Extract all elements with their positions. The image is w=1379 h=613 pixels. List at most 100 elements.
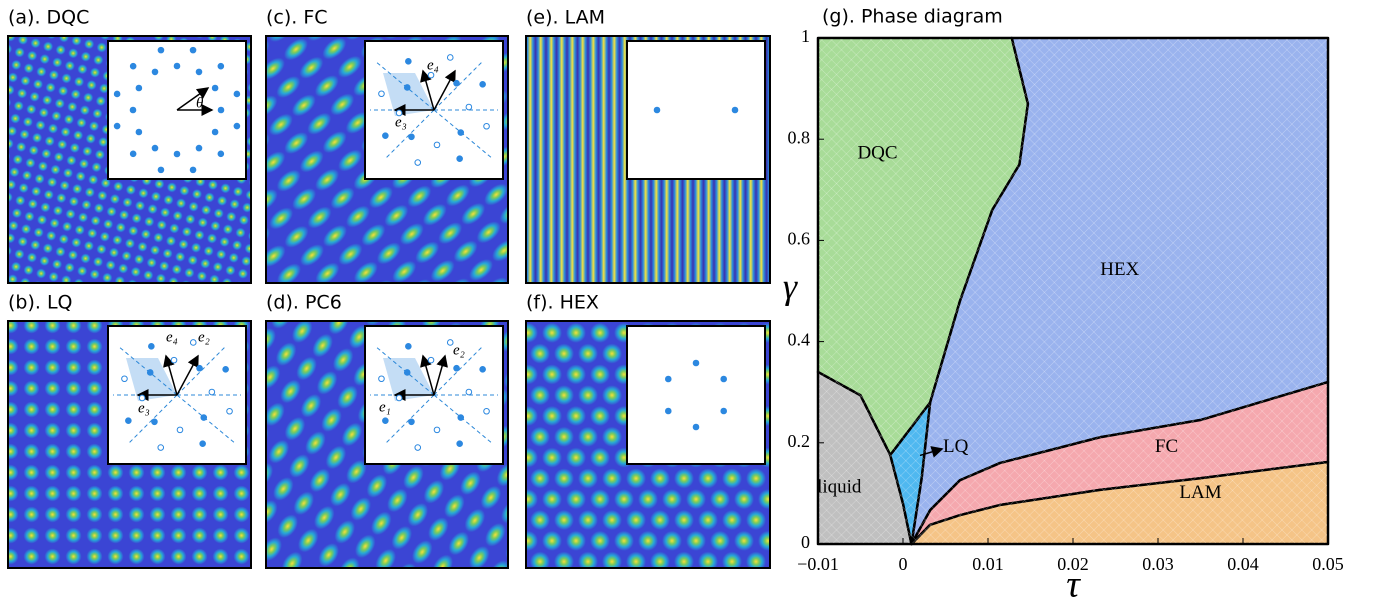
arrow bbox=[420, 354, 435, 396]
bragg-peak bbox=[129, 150, 137, 158]
bragg-peak bbox=[483, 407, 490, 415]
bragg-peak bbox=[453, 79, 460, 87]
bragg-peak bbox=[731, 106, 739, 114]
bragg-peak bbox=[157, 444, 165, 451]
panel-title: (a). DQC bbox=[8, 7, 89, 29]
bragg-peak bbox=[151, 144, 159, 152]
panel-title: (b). LQ bbox=[8, 292, 73, 314]
bragg-peak bbox=[378, 90, 385, 98]
bragg-peak bbox=[465, 388, 473, 396]
bragg-peak bbox=[378, 375, 385, 383]
bragg-peak bbox=[121, 375, 128, 383]
inset: e₄ e₂ e₃ bbox=[107, 325, 247, 465]
y-tick-label: 1 bbox=[801, 26, 810, 46]
dashed-line bbox=[176, 394, 237, 445]
inset-label: θ bbox=[196, 95, 204, 111]
inset-label: e₄ bbox=[166, 329, 178, 345]
bragg-peak bbox=[664, 375, 672, 383]
arrow bbox=[433, 69, 456, 111]
bragg-peak bbox=[113, 122, 121, 130]
bragg-peak bbox=[189, 339, 197, 346]
dashed-line bbox=[433, 60, 484, 111]
y-tick-label: 0.6 bbox=[788, 229, 811, 249]
x-tick-label: −0.01 bbox=[797, 554, 839, 574]
bragg-peak bbox=[233, 122, 241, 130]
y-tick-label: 0.8 bbox=[788, 127, 811, 147]
bragg-peak bbox=[483, 122, 490, 130]
dashed-line bbox=[433, 394, 494, 445]
region-label: liquid bbox=[817, 477, 862, 498]
bragg-peak bbox=[479, 81, 486, 88]
panel-title: (e). LAM bbox=[526, 7, 605, 29]
dashed-line bbox=[384, 394, 435, 445]
bragg-peak bbox=[403, 84, 411, 91]
bragg-peak bbox=[446, 54, 454, 61]
bragg-peak bbox=[453, 364, 460, 372]
dashed-line bbox=[374, 345, 435, 396]
chart-title: (g). Phase diagram bbox=[822, 6, 1003, 28]
bragg-peak bbox=[148, 343, 155, 350]
bragg-peak bbox=[189, 166, 197, 174]
inset bbox=[626, 40, 766, 180]
inset: θ bbox=[107, 40, 247, 180]
panel-title: (f). HEX bbox=[526, 292, 599, 314]
dashed-line bbox=[433, 109, 494, 160]
bragg-peak bbox=[233, 90, 241, 98]
bragg-peak bbox=[208, 388, 216, 396]
inset-label: e₃ bbox=[138, 400, 150, 416]
bragg-peak bbox=[720, 375, 728, 383]
dashed-line bbox=[117, 345, 178, 396]
region-label: FC bbox=[1155, 436, 1178, 457]
panel-title: (d). PC6 bbox=[266, 292, 342, 314]
bragg-peak bbox=[217, 106, 225, 114]
bragg-peak bbox=[222, 366, 229, 373]
bragg-peak bbox=[692, 423, 700, 431]
bragg-peak bbox=[664, 407, 672, 415]
bragg-peak bbox=[653, 106, 661, 114]
bragg-peak bbox=[195, 68, 203, 76]
dashed-line bbox=[433, 345, 484, 396]
bragg-peak bbox=[151, 68, 159, 76]
x-axis-label: τ bbox=[1066, 564, 1081, 606]
bragg-peak bbox=[427, 71, 435, 79]
bragg-peak bbox=[408, 133, 415, 141]
dashed-line bbox=[374, 60, 435, 111]
inset-label: e₂ bbox=[453, 342, 465, 358]
arrow bbox=[420, 69, 435, 111]
bragg-peak bbox=[692, 359, 700, 367]
bragg-peak bbox=[200, 414, 208, 421]
bragg-peak bbox=[457, 414, 465, 421]
bragg-peak bbox=[427, 356, 435, 364]
bragg-peak bbox=[479, 366, 486, 373]
bragg-peak bbox=[170, 356, 178, 364]
inset-frame bbox=[626, 325, 766, 465]
bragg-peak bbox=[157, 166, 165, 174]
x-tick-label: 0.02 bbox=[1057, 554, 1089, 574]
y-tick-label: 0.4 bbox=[788, 330, 811, 350]
bragg-peak bbox=[226, 407, 233, 415]
dashed-line bbox=[127, 394, 178, 445]
bragg-peak bbox=[151, 418, 158, 426]
bragg-peak bbox=[125, 417, 132, 424]
bragg-peak bbox=[217, 150, 225, 158]
bragg-peak bbox=[146, 369, 154, 376]
bragg-peak bbox=[465, 103, 473, 111]
arrow bbox=[433, 354, 448, 396]
bragg-peak bbox=[217, 62, 225, 70]
inset-label: e₄ bbox=[427, 57, 439, 73]
bragg-peak bbox=[414, 159, 422, 166]
arrow bbox=[176, 354, 199, 396]
bragg-peak bbox=[176, 426, 184, 434]
inset-label: e₂ bbox=[198, 329, 210, 345]
bragg-peak bbox=[446, 339, 454, 346]
bragg-peak bbox=[199, 440, 206, 447]
bragg-peak bbox=[129, 62, 137, 70]
arrow bbox=[163, 354, 178, 396]
bragg-peak bbox=[173, 62, 181, 70]
bragg-peak bbox=[395, 109, 403, 117]
dashed-line bbox=[176, 345, 227, 396]
inset: e₄ e₃ bbox=[364, 40, 504, 180]
dashed-line bbox=[384, 109, 435, 160]
pointer-arrow bbox=[919, 446, 944, 458]
